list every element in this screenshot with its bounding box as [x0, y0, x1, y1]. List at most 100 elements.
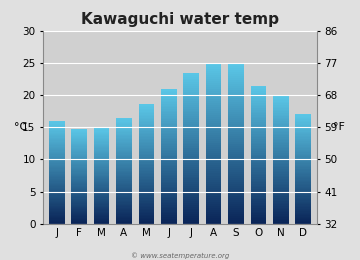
Bar	[116, 200, 132, 201]
Bar	[183, 131, 199, 133]
Bar	[296, 218, 311, 219]
Bar	[94, 176, 109, 177]
Bar	[183, 160, 199, 161]
Bar	[251, 115, 266, 117]
Bar	[49, 179, 64, 180]
Bar	[273, 151, 289, 153]
Bar	[251, 112, 266, 113]
Bar	[71, 206, 87, 207]
Bar	[94, 164, 109, 165]
Bar	[183, 165, 199, 167]
Bar	[296, 222, 311, 224]
Bar	[206, 172, 221, 173]
Bar	[116, 168, 132, 169]
Bar	[71, 201, 87, 202]
Bar	[183, 195, 199, 197]
Bar	[116, 189, 132, 191]
Bar	[161, 200, 177, 202]
Bar	[251, 194, 266, 196]
Bar	[139, 157, 154, 158]
Bar	[228, 74, 244, 76]
Bar	[273, 174, 289, 176]
Bar	[94, 194, 109, 195]
Bar	[139, 136, 154, 137]
Bar	[273, 139, 289, 140]
Bar	[296, 207, 311, 209]
Bar	[228, 92, 244, 94]
Bar	[183, 154, 199, 156]
Bar	[94, 216, 109, 218]
Bar	[116, 180, 132, 181]
Bar	[49, 159, 64, 161]
Bar	[183, 173, 199, 175]
Bar	[139, 122, 154, 124]
Bar	[273, 169, 289, 171]
Bar	[251, 182, 266, 184]
Bar	[49, 154, 64, 156]
Bar	[206, 141, 221, 144]
Bar	[94, 166, 109, 167]
Bar	[296, 176, 311, 177]
Bar	[183, 167, 199, 169]
Bar	[296, 155, 311, 157]
Bar	[139, 130, 154, 131]
Bar	[139, 194, 154, 195]
Bar	[273, 142, 289, 144]
Bar	[116, 171, 132, 172]
Bar	[251, 215, 266, 217]
Bar	[228, 84, 244, 86]
Bar	[161, 181, 177, 183]
Bar	[161, 177, 177, 178]
Bar	[251, 138, 266, 139]
Bar	[161, 158, 177, 160]
Bar	[183, 135, 199, 137]
Bar	[251, 156, 266, 158]
Bar	[296, 215, 311, 217]
Bar	[296, 114, 311, 115]
Bar	[251, 93, 266, 94]
Bar	[94, 207, 109, 208]
Bar	[71, 220, 87, 221]
Bar	[139, 128, 154, 130]
Bar	[251, 96, 266, 98]
Bar	[273, 155, 289, 156]
Bar	[94, 145, 109, 146]
Bar	[49, 175, 64, 176]
Bar	[206, 186, 221, 187]
Bar	[94, 220, 109, 221]
Bar	[116, 135, 132, 136]
Bar	[116, 131, 132, 132]
Bar	[71, 214, 87, 215]
Bar	[161, 150, 177, 151]
Bar	[94, 218, 109, 219]
Bar	[139, 204, 154, 206]
Bar	[49, 217, 64, 218]
Bar	[206, 153, 221, 155]
Bar	[94, 135, 109, 137]
Bar	[139, 210, 154, 212]
Bar	[161, 222, 177, 224]
Bar	[228, 190, 244, 192]
Bar	[251, 208, 266, 210]
Bar	[139, 115, 154, 116]
Bar	[273, 159, 289, 161]
Bar	[49, 133, 64, 134]
Bar	[206, 164, 221, 165]
Bar	[139, 182, 154, 183]
Bar	[71, 195, 87, 196]
Bar	[273, 180, 289, 182]
Bar	[139, 201, 154, 203]
Bar	[116, 156, 132, 158]
Bar	[296, 125, 311, 126]
Bar	[116, 155, 132, 156]
Bar	[251, 199, 266, 201]
Bar	[206, 204, 221, 206]
Bar	[183, 73, 199, 75]
Bar	[71, 131, 87, 132]
Bar	[206, 216, 221, 218]
Bar	[206, 210, 221, 212]
Bar	[94, 177, 109, 178]
Bar	[49, 211, 64, 212]
Bar	[183, 212, 199, 214]
Bar	[116, 146, 132, 147]
